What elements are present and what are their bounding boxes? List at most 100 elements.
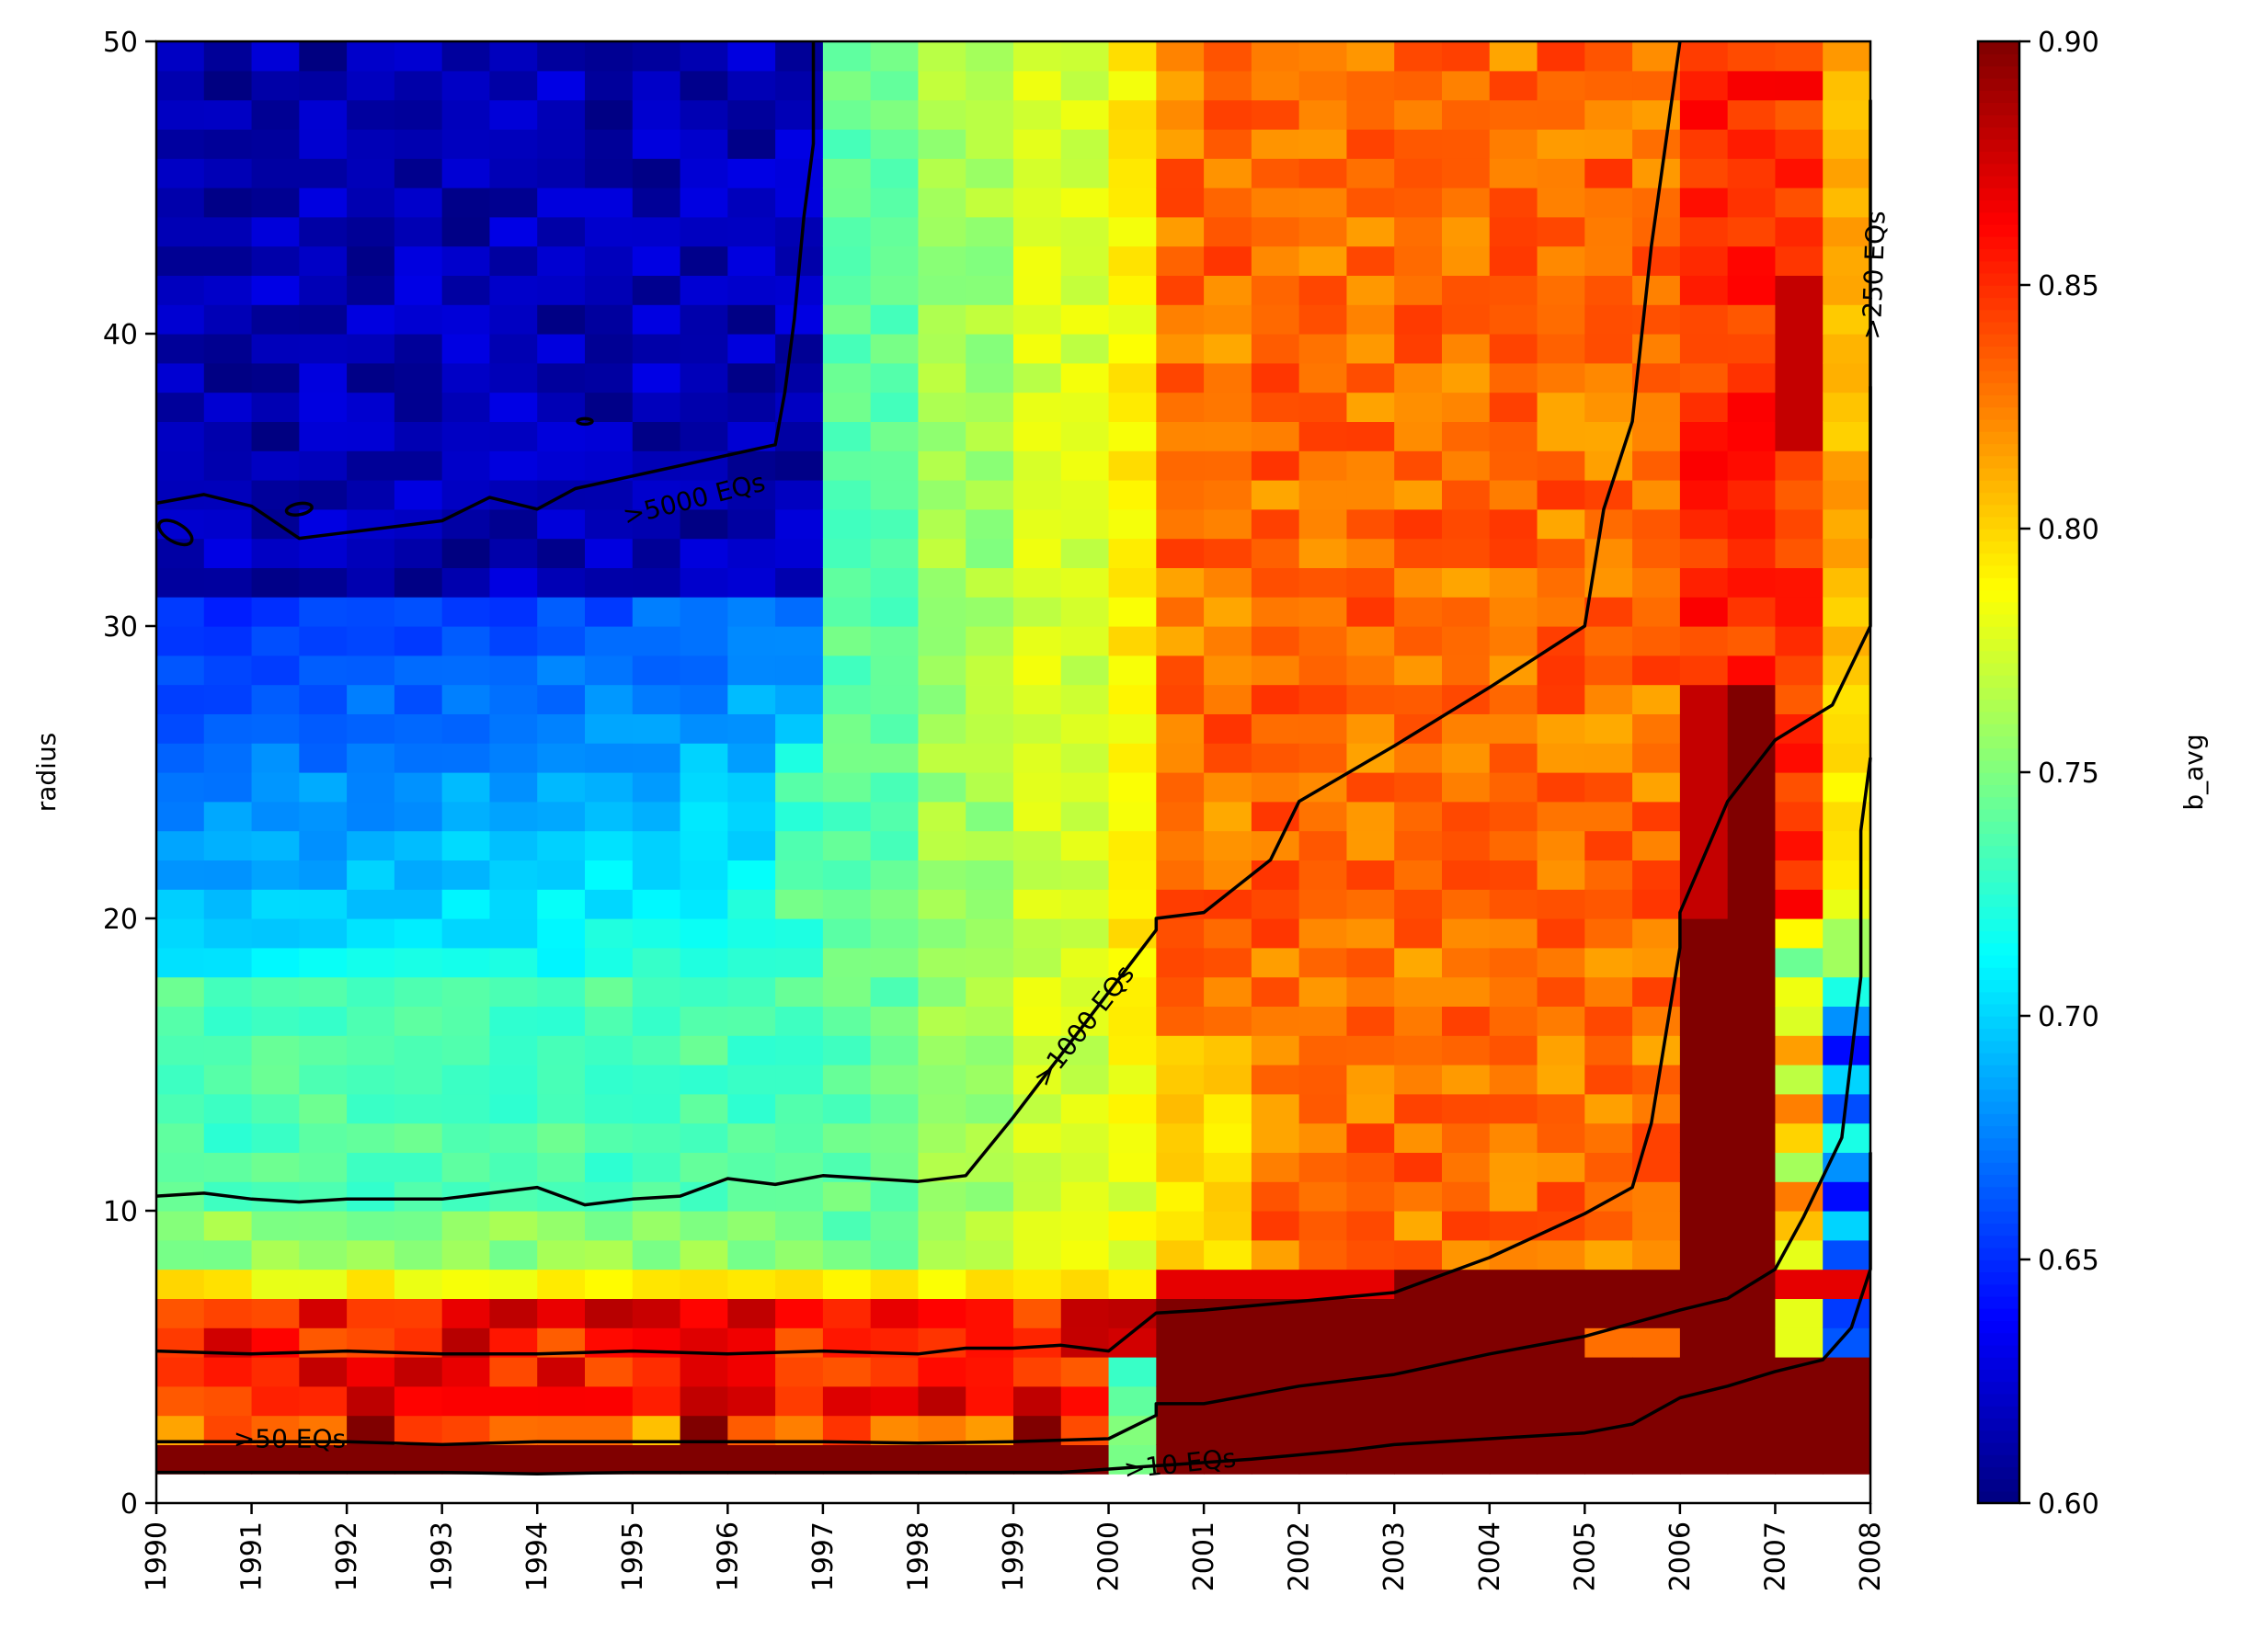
heatmap-cell (1442, 99, 1491, 130)
heatmap-cell (347, 743, 395, 773)
heatmap-cell (1204, 1093, 1252, 1124)
heatmap-cell (203, 772, 253, 803)
heatmap-cell (1442, 508, 1491, 540)
heatmap-cell (1251, 1357, 1300, 1387)
heatmap-cell (537, 567, 586, 598)
heatmap-cell (585, 1357, 634, 1387)
heatmap-cell (680, 538, 728, 568)
heatmap-cell (1823, 1298, 1871, 1328)
heatmap-cell (727, 334, 776, 364)
heatmap-cell (299, 1065, 348, 1095)
heatmap-cell (1013, 567, 1062, 598)
heatmap-cell (489, 1093, 538, 1124)
heatmap-cell (1823, 830, 1871, 860)
heatmap-cell (1298, 1006, 1348, 1036)
heatmap-cell (1489, 918, 1538, 949)
heatmap-cell (441, 655, 491, 686)
heatmap-cell (1298, 245, 1348, 276)
heatmap-cell (1823, 1122, 1871, 1153)
heatmap-cell (441, 743, 491, 773)
heatmap-cell (680, 597, 728, 627)
heatmap-cell (727, 1385, 776, 1417)
heatmap-cell (537, 245, 586, 276)
heatmap-cell (251, 801, 300, 832)
colorbar-segment (1978, 821, 2019, 835)
heatmap-cell (1727, 129, 1777, 159)
heatmap-cell (299, 245, 348, 276)
heatmap-cell (1823, 947, 1871, 978)
heatmap-cell (1727, 626, 1777, 656)
heatmap-cell (1346, 480, 1395, 510)
colorbar-segment (1978, 1052, 2019, 1065)
heatmap-cell (394, 1152, 443, 1182)
heatmap-cell (1679, 99, 1729, 130)
heatmap-cell (1632, 1181, 1681, 1212)
heatmap-cell (1679, 1327, 1729, 1358)
heatmap-cell (1727, 1181, 1777, 1212)
heatmap-cell (537, 99, 586, 130)
heatmap-cell (918, 1006, 966, 1036)
heatmap-cell (822, 1181, 872, 1212)
heatmap-cell (251, 1269, 300, 1299)
heatmap-cell (1108, 684, 1157, 714)
heatmap-cell (1537, 1298, 1585, 1328)
heatmap-cell (870, 392, 920, 422)
heatmap-cell (299, 129, 348, 159)
heatmap-cell (870, 1093, 920, 1124)
heatmap-cell (1442, 1152, 1491, 1182)
heatmap-cell (680, 304, 728, 335)
heatmap-cell (441, 275, 491, 305)
heatmap-cell (156, 743, 205, 773)
heatmap-cell (1442, 1093, 1491, 1124)
colorbar-segment (1978, 1247, 2019, 1260)
heatmap-cell (1108, 99, 1157, 130)
heatmap-cell (251, 684, 300, 714)
heatmap-cell (1823, 1152, 1871, 1182)
heatmap-cell (1489, 743, 1538, 773)
heatmap-cell (775, 1298, 824, 1328)
heatmap-cell (394, 158, 443, 188)
heatmap-cell (347, 830, 395, 860)
heatmap-cell (1013, 216, 1062, 247)
heatmap-cell (727, 889, 776, 919)
heatmap-cell (775, 450, 824, 481)
heatmap-cell (1394, 1035, 1443, 1065)
heatmap-cell (918, 158, 966, 188)
heatmap-cell (394, 1006, 443, 1036)
heatmap-cell (1775, 1035, 1824, 1065)
heatmap-cell (1060, 275, 1110, 305)
heatmap-cell (489, 947, 538, 978)
heatmap-cell (727, 976, 776, 1007)
heatmap-cell (775, 1211, 824, 1241)
heatmap-cell (1394, 597, 1443, 627)
heatmap-cell (1156, 801, 1205, 832)
heatmap-cell (1442, 889, 1491, 919)
heatmap-cell (299, 947, 348, 978)
heatmap-cell (1298, 684, 1348, 714)
heatmap-cell (870, 684, 920, 714)
heatmap-cell (918, 743, 966, 773)
heatmap-cell (347, 976, 395, 1007)
heatmap-cell (1489, 597, 1538, 627)
heatmap-cell (1775, 129, 1824, 159)
heatmap-cell (203, 1298, 253, 1328)
heatmap-cell (1060, 1357, 1110, 1387)
heatmap-cell (1346, 567, 1395, 598)
heatmap-cell (156, 41, 205, 72)
heatmap-cell (537, 304, 586, 335)
heatmap-cell (918, 860, 966, 890)
heatmap-cell (1108, 245, 1157, 276)
heatmap-cell (1298, 421, 1348, 451)
heatmap-cell (1489, 1211, 1538, 1241)
heatmap-cell (441, 216, 491, 247)
heatmap-cell (1489, 1444, 1538, 1475)
heatmap-cell (1060, 655, 1110, 686)
heatmap-cell (822, 626, 872, 656)
heatmap-cell (1346, 1152, 1395, 1182)
heatmap-cell (537, 1093, 586, 1124)
heatmap-cell (1394, 1385, 1443, 1417)
heatmap-cell (1013, 1181, 1062, 1212)
heatmap-cell (918, 41, 966, 72)
heatmap-cell (1298, 1211, 1348, 1241)
heatmap-cell (1632, 245, 1681, 276)
